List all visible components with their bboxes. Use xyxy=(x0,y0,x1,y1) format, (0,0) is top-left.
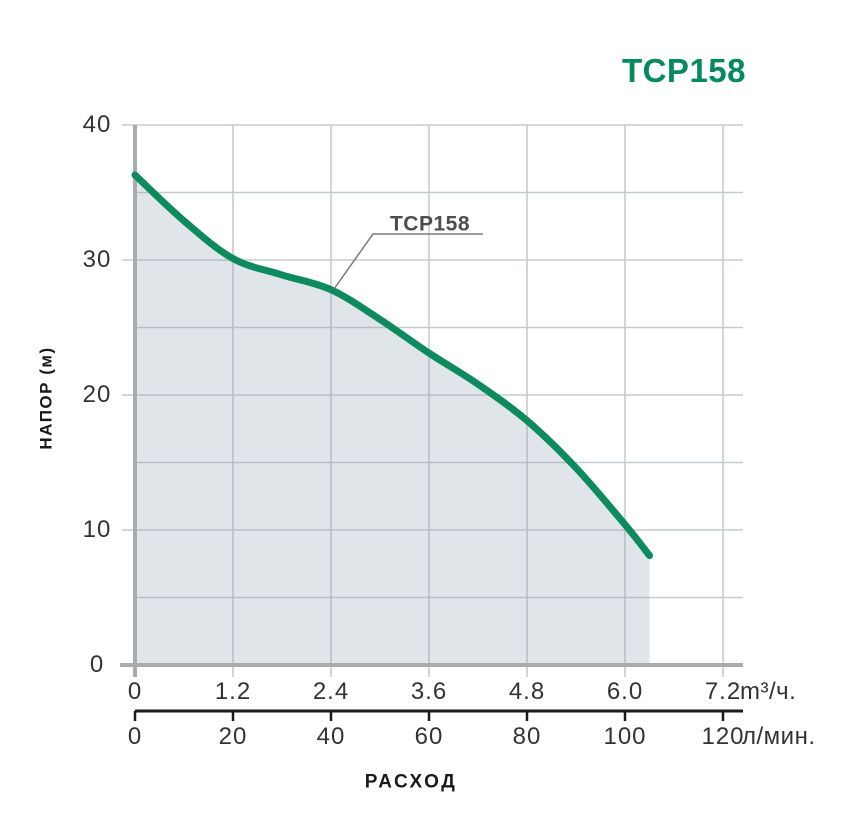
pump-curve xyxy=(131,171,653,560)
area-fill xyxy=(135,175,650,663)
y-tick-label: 10 xyxy=(82,516,112,543)
x-tick-label-lmin: 80 xyxy=(512,723,542,750)
y-tick-label: 0 xyxy=(89,651,105,678)
x-tick-label-lmin: 60 xyxy=(414,723,444,750)
x-tick-label-m3h: 7.2 xyxy=(704,678,742,705)
x-tick-label-lmin: 0 xyxy=(127,723,143,750)
x-tick-label-m3h: 6.0 xyxy=(606,678,644,705)
curve-annotation-label: TCP158 xyxy=(389,212,471,236)
y-tick-label: 40 xyxy=(82,111,112,138)
x-tick-label-lmin: 40 xyxy=(316,723,346,750)
x-tick-label-m3h: 2.4 xyxy=(312,678,350,705)
x-tick-label-lmin: 120 xyxy=(701,723,745,750)
x-axis-unit-m3h: m³/ч. xyxy=(740,678,797,705)
y-axis-title: НАПОР (м) xyxy=(36,346,56,450)
x-tick-label-lmin: 100 xyxy=(603,723,647,750)
x-axis-unit-lmin: л/мин. xyxy=(742,723,816,750)
annotation-leader-line xyxy=(333,233,483,290)
chart-title: TCP158 xyxy=(621,52,746,89)
x-tick-label-m3h: 1.2 xyxy=(214,678,252,705)
y-tick-label: 30 xyxy=(82,246,112,273)
x-axis-title: РАСХОД xyxy=(364,771,458,793)
secondary-x-axis xyxy=(133,709,743,721)
y-tick-label: 20 xyxy=(82,381,112,408)
x-tick-label-m3h: 0 xyxy=(127,678,143,705)
x-tick-label-m3h: 4.8 xyxy=(508,678,546,705)
x-tick-label-m3h: 3.6 xyxy=(410,678,448,705)
x-tick-label-lmin: 20 xyxy=(218,723,248,750)
